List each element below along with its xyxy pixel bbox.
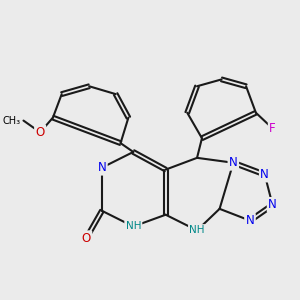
Text: N: N bbox=[260, 168, 269, 181]
Text: N: N bbox=[98, 161, 106, 174]
Text: F: F bbox=[269, 122, 276, 135]
Text: N: N bbox=[246, 214, 254, 227]
Text: N: N bbox=[268, 198, 277, 212]
Text: NH: NH bbox=[189, 225, 205, 236]
Text: CH₃: CH₃ bbox=[2, 116, 20, 126]
Text: O: O bbox=[82, 232, 91, 245]
Text: O: O bbox=[35, 126, 45, 139]
Text: NH: NH bbox=[126, 221, 141, 232]
Text: N: N bbox=[229, 156, 238, 169]
